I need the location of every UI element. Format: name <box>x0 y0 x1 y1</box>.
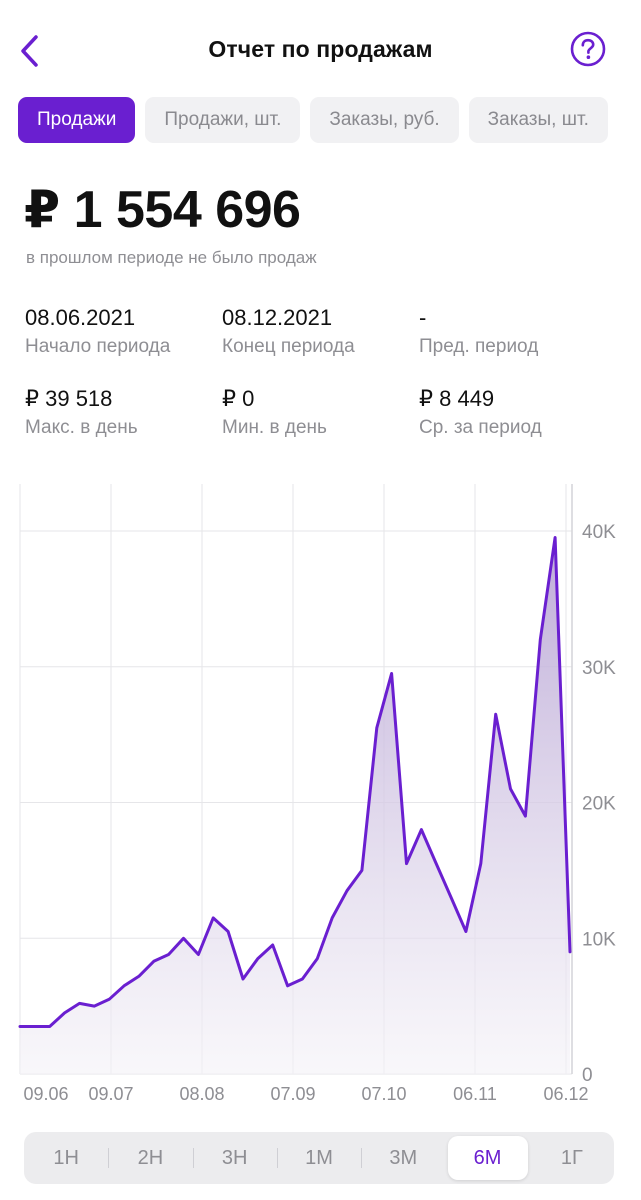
period-button-5[interactable]: 6М <box>447 1136 528 1180</box>
period-separator <box>192 1148 194 1168</box>
stat-period-start: 08.06.2021 Начало периода <box>25 303 215 358</box>
stat-label: Макс. в день <box>25 417 138 438</box>
period-selector: 1Н 2Н 3Н 1М 3М 6М 1Г <box>24 1132 614 1184</box>
metric-tabs: Продажи Продажи, шт. Заказы, руб. Заказы, ш… <box>18 97 641 143</box>
stat-label: Начало периода <box>25 336 171 357</box>
y-tick-label: 10K <box>582 929 616 950</box>
stat-period-end: 08.12.2021 Конец периода <box>222 303 412 358</box>
x-tick-label: 09.06 <box>23 1084 68 1104</box>
x-tick-label: 06.12 <box>543 1084 588 1104</box>
tab-sales-units[interactable]: Продажи, шт. <box>145 97 301 143</box>
stat-avg-per-period: ₽ 8 449 Ср. за период <box>419 384 609 439</box>
y-tick-label: 20K <box>582 794 616 815</box>
stat-value: - <box>419 305 427 330</box>
period-button-3[interactable]: 1М <box>305 1147 333 1169</box>
stat-label: Пред. период <box>419 336 539 357</box>
y-tick-label: 30K <box>582 658 616 679</box>
period-separator <box>108 1148 110 1168</box>
period-separator <box>276 1148 278 1168</box>
stat-prev-period: - Пред. период <box>419 303 609 358</box>
period-button-6[interactable]: 1Г <box>560 1147 583 1169</box>
y-tick-label: 0 <box>582 1065 593 1086</box>
period-separator <box>361 1148 363 1168</box>
series-area <box>20 537 570 1074</box>
x-tick-label: 06.11 <box>453 1084 497 1104</box>
question-circle-icon <box>570 31 606 67</box>
tab-orders-rub[interactable]: Заказы, руб. <box>310 97 459 143</box>
series-line <box>18 536 572 1028</box>
stat-value: 08.06.2021 <box>25 305 136 330</box>
x-tick-label: 08.08 <box>179 1084 224 1104</box>
stat-label: Мин. в день <box>222 417 327 438</box>
period-button-0[interactable]: 1Н <box>53 1147 79 1169</box>
period-button-1[interactable]: 2Н <box>137 1147 164 1169</box>
back-button[interactable] <box>14 32 48 70</box>
stat-value: ₽ 39 518 <box>25 386 113 411</box>
stat-value: 08.12.2021 <box>222 305 333 330</box>
total-sales: ₽ 1 554 696 <box>24 181 301 239</box>
stat-label: Ср. за период <box>419 417 542 438</box>
help-button[interactable] <box>570 31 606 67</box>
stat-value: ₽ 8 449 <box>419 386 495 411</box>
x-tick-label: 09.07 <box>88 1084 133 1104</box>
header: Отчет по продажам <box>0 0 641 100</box>
x-tick-label: 07.10 <box>361 1084 406 1104</box>
sales-chart[interactable]: 40K 30K 20K 10K 0 09.06 09.07 08.08 07.09 07.10 06… <box>0 478 641 1110</box>
previous-period-note: в прошлом периоде не было продаж <box>26 248 317 267</box>
tab-sales[interactable]: Продажи <box>18 97 136 143</box>
stat-max-per-day: ₽ 39 518 Макс. в день <box>25 384 215 439</box>
page-title: Отчет по продажам <box>208 36 433 62</box>
stat-label: Конец периода <box>222 336 355 357</box>
period-button-2[interactable]: 3Н <box>221 1147 248 1169</box>
stat-min-per-day: ₽ 0 Мин. в день <box>222 384 412 439</box>
period-button-4[interactable]: 3М <box>389 1147 418 1169</box>
y-tick-label: 40K <box>582 522 616 543</box>
stat-value: ₽ 0 <box>222 386 255 411</box>
chevron-left-icon <box>21 35 38 67</box>
x-tick-label: 07.09 <box>270 1084 315 1104</box>
tab-orders-units[interactable]: Заказы, шт. <box>468 97 608 143</box>
